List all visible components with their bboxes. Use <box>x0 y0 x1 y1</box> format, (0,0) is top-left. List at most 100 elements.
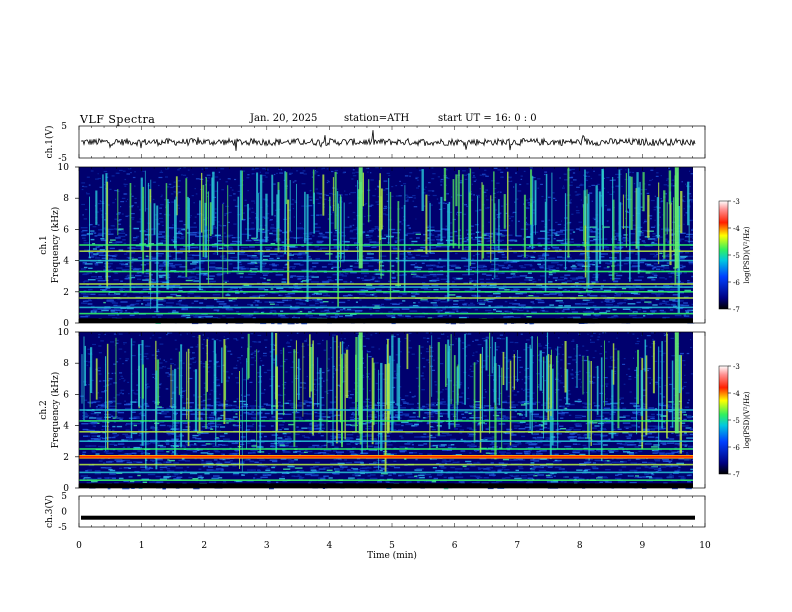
ch1-spectrogram-sferic <box>322 174 325 216</box>
ch2-spectrogram-sferic <box>604 340 605 407</box>
ch1-spectrogram-sferic <box>334 171 337 230</box>
ch1-spectrogram-colorbar-tick-label: -5 <box>733 252 740 260</box>
ch2-spectrogram-sferic <box>221 347 223 384</box>
ch1-spectrogram-band <box>79 270 693 273</box>
ch1-spectrogram-band <box>79 306 693 309</box>
ch1-spectrogram-sferic <box>202 184 205 257</box>
ch2-spectrogram-sferic <box>275 366 278 431</box>
ch1-spectrogram-sferic <box>642 172 645 212</box>
ch2-spectrogram-sferic <box>332 336 334 446</box>
ch1-spectrogram-sferic <box>507 171 509 262</box>
ch2-spectrogram-ytick-label: 4 <box>63 422 69 432</box>
ch2-spectrogram-sferic <box>241 367 243 472</box>
ch2-spectrogram-burst <box>674 332 679 434</box>
ch2-spectrogram-sferic <box>156 359 160 406</box>
x-tick-label: 2 <box>201 541 207 551</box>
ch2-spectrogram-sferic <box>223 339 226 424</box>
ch2-spectrogram-sferic <box>186 351 187 420</box>
ch2-spectrogram-sferic <box>458 337 461 389</box>
ch2-spectrogram-sferic <box>644 339 647 372</box>
ch2-spectrogram-sferic <box>666 332 668 439</box>
ch2-spectrogram-sferic <box>205 360 207 429</box>
ch1-spectrogram-sferic <box>421 169 424 211</box>
ch1-spectrogram-sferic <box>186 196 189 229</box>
ch1-waveform-trace <box>80 130 696 151</box>
ch2-spectrogram-sferic <box>481 347 483 432</box>
station-label: station=ATH <box>344 113 410 124</box>
ch1-spectrogram-sferic <box>174 199 176 249</box>
ch1-spectrogram-sferic <box>212 171 215 226</box>
ch2-spectrogram-band <box>79 463 693 466</box>
ch2-spectrogram-sferic <box>473 362 476 443</box>
ch2-spectrogram-sferic <box>373 362 375 426</box>
ch1-spectrogram-sferic <box>204 202 207 258</box>
ch2-spectrogram-sferic <box>355 354 357 432</box>
ch1-spectrogram-sferic <box>619 202 622 271</box>
ch2-spectrogram-band <box>79 471 693 474</box>
ch2-spectrogram-sferic <box>180 344 183 448</box>
ch2-spectrogram-sferic <box>391 334 394 433</box>
ch1-spectrogram-band <box>79 291 693 293</box>
ch2-spectrogram-sferic <box>447 339 450 379</box>
ch2-spectrogram-sferic <box>141 364 144 399</box>
ch2-spectrogram-sferic <box>529 348 533 413</box>
ch2-spectrogram-sferic <box>344 353 346 440</box>
ch2-spectrogram-sferic <box>678 354 681 393</box>
ch2-spectrogram-end-blank <box>693 332 705 488</box>
ch2-spectrogram-ylabel-channel: ch.2 <box>39 400 49 419</box>
ch1-spectrogram-sferic <box>448 201 451 247</box>
ch1-spectrogram-sferic <box>622 194 624 229</box>
ch2-spectrogram-ylabel-frequency: Frequency (kHz) <box>50 372 61 449</box>
ch1-spectrogram-sferic <box>340 194 341 268</box>
ch2-spectrogram-sferic <box>295 340 297 412</box>
ch1-spectrogram-sferic <box>117 189 119 236</box>
ch1-spectrogram-sferic <box>567 167 570 258</box>
ch1-spectrogram-sferic <box>481 182 483 261</box>
ch1-spectrogram-sferic <box>630 176 633 230</box>
ch2-spectrogram-sferic <box>357 335 360 416</box>
ch1-spectrogram-sferic <box>379 173 381 241</box>
ch3-waveform-frame <box>78 495 706 528</box>
ch2-spectrogram-sferic <box>336 335 338 444</box>
ch1-spectrogram-sferic <box>458 170 460 249</box>
ch2-spectrogram-sferic <box>448 345 451 430</box>
ch2-spectrogram-sferic <box>178 351 180 395</box>
ch2-spectrogram-sferic <box>293 349 296 447</box>
ch2-spectrogram-sferic <box>525 343 528 418</box>
ch2-spectrogram-sferic <box>246 358 247 450</box>
ch1-spectrogram-sferic <box>368 179 370 223</box>
ch1-spectrogram-band <box>79 244 693 246</box>
ch2-spectrogram-sferic <box>302 342 304 417</box>
ch1-spectrogram-sferic <box>602 168 604 249</box>
ch1-spectrogram-sferic <box>663 190 666 259</box>
ch2-spectrogram-sferic <box>431 335 433 397</box>
ch2-spectrogram-sferic <box>679 355 682 454</box>
ch1-spectrogram-ytick-label: 2 <box>63 288 69 298</box>
ch1-spectrogram-sferic <box>381 188 383 230</box>
ch2-spectrogram-sferic <box>282 347 285 416</box>
ch2-spectrogram-sferic <box>271 332 274 415</box>
ch2-spectrogram-sferic <box>172 370 174 432</box>
ch1-spectrogram-sferic <box>207 191 209 285</box>
ch2-spectrogram-sferic <box>371 357 374 445</box>
ch2-spectrogram-sferic <box>457 364 459 402</box>
ch1-spectrogram-sferic <box>429 202 431 254</box>
ch1-spectrogram-sferic <box>629 176 631 282</box>
ch1-spectrogram-sferic <box>259 174 263 273</box>
ch1-spectrogram-sferic <box>313 192 315 234</box>
ch2-spectrogram-sferic <box>317 357 319 408</box>
ch2-spectrogram-sferic <box>539 350 542 391</box>
ch1-spectrogram-sferic <box>535 189 536 235</box>
ch2-spectrogram-sferic <box>115 337 117 418</box>
ch2-spectrogram-sferic <box>537 336 538 411</box>
x-tick-label: 9 <box>640 541 646 551</box>
ch1-spectrogram-sferic <box>523 194 526 258</box>
ch2-spectrogram-colorbar-tick-label: -6 <box>733 444 740 452</box>
ch2-spectrogram-sferic <box>198 334 201 432</box>
ch2-spectrogram-sferic <box>456 367 458 421</box>
ch2-spectrogram-sferic <box>543 360 544 439</box>
x-tick-label: 10 <box>699 541 711 551</box>
ch1-spectrogram-ytick-label: 8 <box>63 194 69 204</box>
ch1-spectrogram-band <box>79 250 693 252</box>
ch2-spectrogram-ytick-label: 10 <box>58 328 70 338</box>
